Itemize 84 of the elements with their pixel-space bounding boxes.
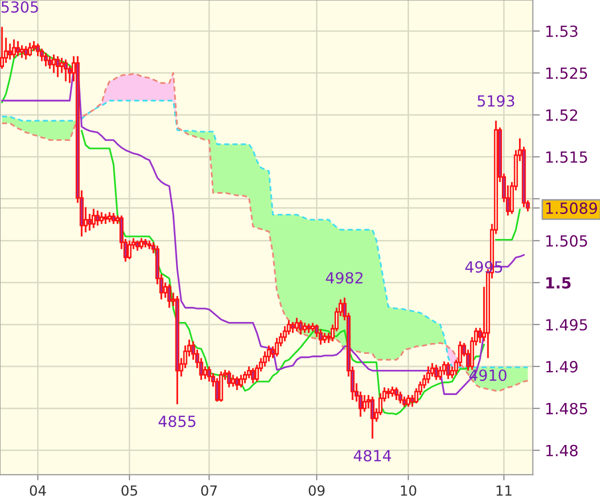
candlestick (434, 364, 438, 381)
candlestick (326, 332, 331, 344)
text: 4982 (326, 272, 362, 284)
x-tick-label: 10 (401, 485, 416, 496)
candlestick (362, 394, 367, 413)
x-tick-label: 04 (30, 485, 46, 496)
y-tick-label: 1.53 (546, 25, 578, 38)
candlestick (231, 374, 236, 388)
candlestick (270, 346, 275, 359)
candlestick (446, 361, 450, 380)
candlestick (235, 376, 240, 391)
candlestick (322, 332, 327, 344)
text: 5305 (2, 1, 38, 13)
candlestick (48, 55, 52, 70)
candlestick (44, 52, 48, 68)
candlestick (108, 211, 112, 224)
candlestick (406, 394, 410, 408)
candlestick (32, 40, 36, 52)
y-tick-label: 1.525 (546, 67, 588, 79)
x-tick-label: 09 (308, 485, 325, 496)
candlestick (250, 367, 255, 384)
candlestick (398, 390, 402, 404)
y-tick-label: 1.515 (546, 151, 588, 163)
candlestick (442, 360, 446, 376)
y-tick-label: 1.495 (546, 318, 588, 331)
y-tick-label: 1.49 (546, 360, 578, 372)
candlestick (390, 386, 394, 398)
candlestick (96, 210, 100, 226)
y-tick-label: 1.5089 (546, 202, 597, 214)
x-tick-label: 05 (122, 485, 138, 496)
candlestick (20, 44, 24, 59)
candlestick (306, 322, 311, 334)
candlestick (394, 386, 398, 401)
candlestick (56, 55, 60, 78)
candlestick (318, 328, 323, 346)
candlestick (40, 48, 44, 62)
candlestick (127, 240, 132, 260)
candlestick (207, 366, 212, 382)
candlestick (8, 42, 12, 60)
candlestick (28, 42, 32, 58)
text: 5193 (478, 95, 514, 107)
candlestick (298, 320, 303, 336)
candlestick (370, 396, 374, 440)
text: 4814 (354, 450, 392, 462)
candlestick (238, 374, 244, 388)
candlestick (16, 40, 20, 58)
candlestick (215, 377, 220, 403)
candlestick (52, 54, 56, 74)
candlestick (64, 58, 68, 82)
candlestick (242, 370, 247, 384)
candlestick (36, 42, 40, 58)
candlestick (410, 394, 414, 408)
candlestick (100, 211, 104, 225)
y-tick-label: 1.5 (546, 277, 571, 289)
y-tick-label: 1.52 (546, 109, 578, 121)
text: 4855 (158, 416, 196, 428)
candlestick (203, 366, 208, 380)
candlestick (163, 282, 168, 299)
y-tick-label: 1.485 (546, 402, 588, 414)
candlestick (24, 45, 28, 60)
candlestick (112, 212, 116, 225)
candlestick (104, 213, 108, 225)
candlestick (167, 283, 172, 309)
candlestick (426, 366, 430, 384)
candlestick (266, 344, 271, 362)
candlestick (274, 337, 279, 358)
candlestick (227, 370, 232, 388)
candlestick (92, 208, 96, 229)
candlestick (290, 321, 295, 334)
candlestick (294, 316, 299, 332)
candlestick (12, 38, 16, 59)
candlestick (139, 237, 144, 250)
y-tick-label: 1.505 (546, 235, 588, 247)
candlestick (60, 57, 64, 74)
x-tick-label: 07 (201, 485, 217, 496)
y-tick-label: 1.48 (546, 444, 578, 456)
candlestick (135, 240, 140, 252)
candlestick (438, 366, 442, 381)
candlestick (386, 387, 390, 400)
candlestick (246, 366, 251, 380)
candlestick (88, 213, 92, 232)
x-tick-label: 11 (496, 485, 512, 496)
candlestick (302, 322, 307, 334)
candlestick (402, 396, 406, 408)
